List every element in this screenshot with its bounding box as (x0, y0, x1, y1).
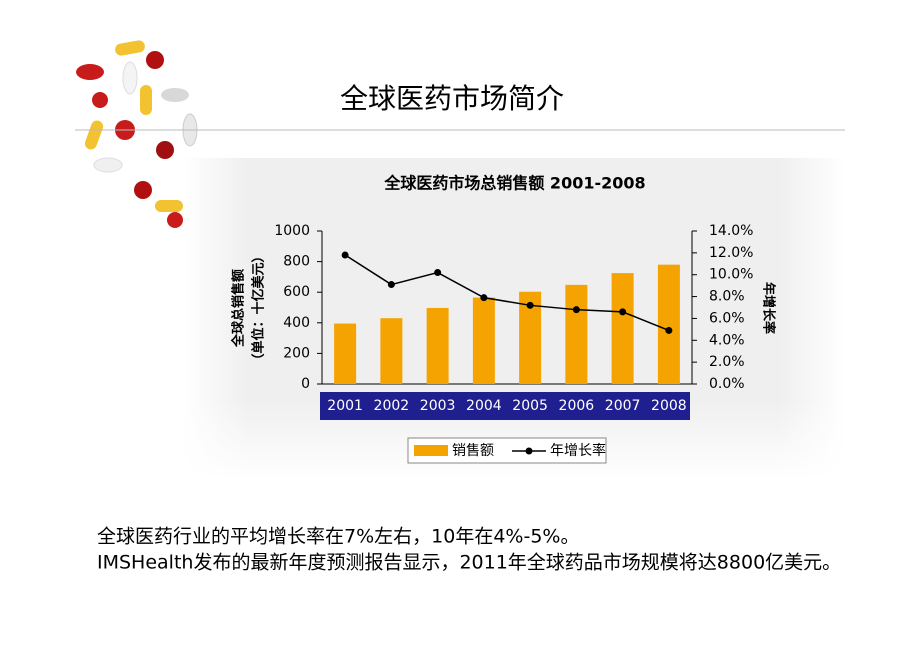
y-tick-label: 200 (283, 345, 310, 361)
y2-tick-label: 0.0% (709, 376, 745, 392)
bar (334, 323, 357, 384)
bar (380, 318, 403, 384)
y-axis-label: （单位：十亿美元） (251, 249, 267, 366)
y-tick-label: 400 (283, 315, 310, 331)
category-band (320, 392, 690, 420)
line-marker (665, 326, 673, 334)
y-tick-label: 800 (283, 254, 310, 270)
legend-swatch (414, 445, 448, 456)
bar (657, 264, 680, 384)
line-marker (619, 308, 627, 316)
y2-tick-label: 12.0% (709, 245, 753, 261)
bar (426, 307, 449, 384)
line-marker (572, 306, 580, 314)
bar (519, 291, 542, 384)
line-marker (434, 269, 442, 277)
x-tick-label: 2005 (512, 398, 548, 414)
line-marker (526, 301, 534, 309)
x-tick-label: 2004 (466, 398, 502, 414)
x-tick-label: 2003 (420, 398, 456, 414)
line (344, 254, 670, 332)
line-marker (480, 294, 488, 302)
chart-title: 全球医药市场总销售额 2001-2008 (383, 174, 645, 193)
line-marker (341, 251, 349, 259)
x-tick-label: 2001 (327, 398, 363, 414)
y-tick-label: 0 (301, 376, 310, 392)
legend-swatch (525, 447, 533, 455)
y2-tick-label: 2.0% (709, 354, 745, 370)
pills-decoration (76, 40, 198, 228)
body-text: IMSHealth发布的最新年度预测报告显示，2011年全球药品市场规模将达88… (97, 552, 841, 574)
x-tick-label: 2008 (651, 398, 687, 414)
legend-label: 年增长率 (550, 442, 606, 459)
body-text: 全球医药行业的平均增长率在7%左右，10年在4%-5%。 (97, 526, 579, 548)
y2-tick-label: 8.0% (709, 289, 745, 305)
bar (472, 297, 495, 384)
y2-axis-label: 年增长率 (761, 282, 777, 334)
legend-label: 销售额 (452, 443, 494, 459)
line-marker (387, 281, 395, 289)
y2-tick-label: 10.0% (709, 267, 753, 283)
y2-tick-label: 6.0% (709, 310, 745, 326)
x-tick-label: 2002 (374, 398, 410, 414)
bar (611, 273, 634, 384)
y2-tick-label: 14.0% (709, 223, 753, 239)
slide-title: 全球医药市场简介 (340, 82, 564, 115)
bar (565, 284, 588, 384)
x-tick-label: 2006 (559, 398, 595, 414)
x-tick-label: 2007 (605, 398, 641, 414)
y2-tick-label: 4.0% (709, 332, 745, 348)
y-tick-label: 1000 (274, 223, 310, 239)
y-axis-label: 全球总销售额 (231, 269, 247, 348)
y-tick-label: 600 (283, 284, 310, 300)
